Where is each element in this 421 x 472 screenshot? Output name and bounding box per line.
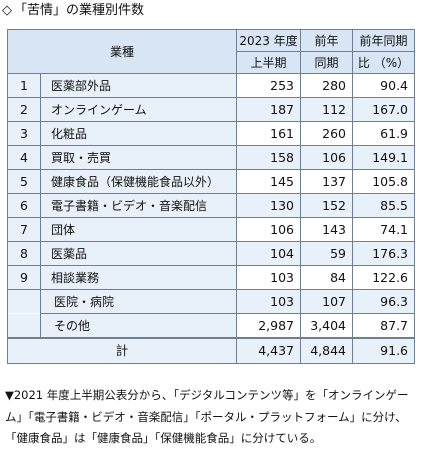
row-ratio-value: 61.9 — [352, 121, 416, 146]
row-h1-value: 103 — [236, 289, 302, 314]
row-index: 3 — [7, 121, 41, 146]
row-category: 買取・売買 — [39, 145, 238, 170]
table-total-row: 計 4,437 4,844 91.6 — [6, 337, 416, 364]
table-row: 8 医薬品 104 59 176.3 — [7, 241, 416, 266]
table-row: 9 相談業務 103 84 122.6 — [7, 265, 416, 290]
title-text: 「苦情」の業種別件数 — [14, 3, 145, 18]
row-ratio-value: 149.1 — [352, 145, 416, 170]
row-index: 5 — [7, 169, 41, 194]
row-ratio-value: 90.4 — [352, 73, 416, 98]
table-row: 3 化粧品 161 260 61.9 — [7, 121, 416, 146]
table-row: 2 オンラインゲーム 187 112 167.0 — [7, 97, 416, 122]
row-index — [7, 289, 41, 314]
row-category: 相談業務 — [39, 265, 238, 290]
header-prev-line1: 前年 — [300, 29, 354, 52]
table-row: その他 2,987 3,404 87.7 — [7, 313, 416, 339]
row-ratio-value: 122.6 — [352, 265, 416, 290]
row-ratio-value: 167.0 — [352, 97, 416, 122]
header-h1-line1: 2023 年度 — [236, 29, 302, 52]
row-prev-value: 280 — [300, 73, 354, 98]
row-index: 1 — [7, 73, 41, 98]
section-title: ◇ 「苦情」の業種別件数 — [2, 2, 144, 20]
row-index: 4 — [7, 145, 41, 170]
row-h1-value: 253 — [236, 73, 302, 98]
row-category: 医院・病院 — [39, 289, 238, 314]
row-prev-value: 152 — [300, 193, 354, 218]
row-h1-value: 145 — [236, 169, 302, 194]
header-ratio-line2: 比 （%） — [352, 51, 416, 74]
row-ratio-value: 87.7 — [352, 313, 416, 339]
row-index: 9 — [7, 265, 41, 290]
row-ratio-value: 176.3 — [352, 241, 416, 266]
total-prev-value: 4,844 — [300, 337, 354, 364]
row-prev-value: 137 — [300, 169, 354, 194]
row-index: 2 — [7, 97, 41, 122]
row-ratio-value: 85.5 — [352, 193, 416, 218]
row-h1-value: 103 — [236, 265, 302, 290]
row-h1-value: 2,987 — [236, 313, 302, 339]
row-index: 8 — [7, 241, 41, 266]
row-h1-value: 187 — [236, 97, 302, 122]
row-h1-value: 130 — [236, 193, 302, 218]
header-prev-line2: 同期 — [300, 51, 354, 74]
row-category: 医薬部外品 — [39, 73, 238, 98]
row-prev-value: 59 — [300, 241, 354, 266]
row-h1-value: 158 — [236, 145, 302, 170]
total-label: 計 — [6, 337, 238, 364]
row-category: 団体 — [39, 217, 238, 242]
header-category: 業種 — [6, 29, 238, 74]
row-index — [7, 313, 41, 338]
diamond-icon: ◇ — [2, 3, 12, 18]
row-prev-value: 112 — [300, 97, 354, 122]
row-category: オンラインゲーム — [39, 97, 238, 122]
table-header-row: 上半期 同期 比 （%） — [8, 51, 416, 74]
row-category: 健康食品（保健機能食品以外） — [39, 169, 238, 194]
table-row: 5 健康食品（保健機能食品以外） 145 137 105.8 — [7, 169, 416, 194]
header-ratio-line1: 前年同期 — [352, 29, 416, 52]
row-index: 6 — [7, 193, 41, 218]
table-row: 医院・病院 103 107 96.3 — [7, 289, 416, 314]
total-h1-value: 4,437 — [236, 337, 302, 364]
total-ratio-value: 91.6 — [352, 337, 416, 364]
row-ratio-value: 74.1 — [352, 217, 416, 242]
row-prev-value: 3,404 — [300, 313, 354, 339]
row-prev-value: 84 — [300, 265, 354, 290]
table-row: 7 団体 106 143 74.1 — [7, 217, 416, 242]
header-h1-line2: 上半期 — [236, 51, 302, 74]
row-category: 電子書籍・ビデオ・音楽配信 — [39, 193, 238, 218]
row-category: 医薬品 — [39, 241, 238, 266]
row-ratio-value: 96.3 — [352, 289, 416, 314]
row-index: 7 — [7, 217, 41, 242]
row-h1-value: 161 — [236, 121, 302, 146]
footnote: ▼2021 年度上半期公表分から、「デジタルコンテンツ等」を「オンラインゲーム」… — [5, 388, 409, 445]
table-header-row: 業種 2023 年度 前年 前年同期 — [6, 29, 416, 74]
complaints-table: 業種 2023 年度 前年 前年同期 上半期 同期 比 （%） 1 医薬部外品 … — [6, 29, 416, 364]
row-prev-value: 260 — [300, 121, 354, 146]
row-prev-value: 107 — [300, 289, 354, 314]
table-row: 4 買取・売買 158 106 149.1 — [7, 145, 416, 170]
row-category: その他 — [39, 313, 238, 339]
row-h1-value: 104 — [236, 241, 302, 266]
row-ratio-value: 105.8 — [352, 169, 416, 194]
row-category: 化粧品 — [39, 121, 238, 146]
row-h1-value: 106 — [236, 217, 302, 242]
table-row: 6 電子書籍・ビデオ・音楽配信 130 152 85.5 — [7, 193, 416, 218]
row-prev-value: 143 — [300, 217, 354, 242]
row-prev-value: 106 — [300, 145, 354, 170]
table-row: 1 医薬部外品 253 280 90.4 — [7, 73, 416, 98]
